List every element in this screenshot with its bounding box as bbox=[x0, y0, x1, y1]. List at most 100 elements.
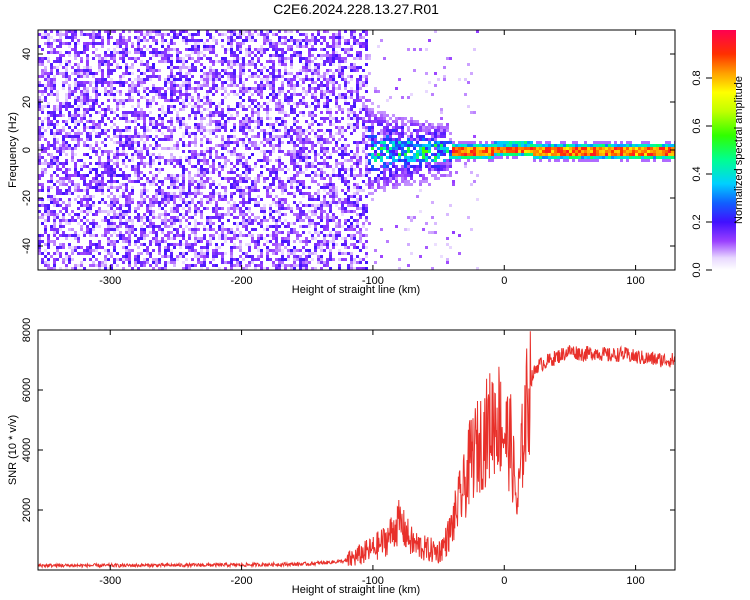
heatmap-cell bbox=[44, 129, 47, 132]
heatmap-cell bbox=[371, 123, 374, 126]
heatmap-cell bbox=[89, 81, 92, 84]
heatmap-cell bbox=[305, 186, 308, 189]
heatmap-cell bbox=[296, 174, 299, 177]
heatmap-cell bbox=[218, 33, 221, 36]
heatmap-cell bbox=[365, 168, 368, 171]
heatmap-cell bbox=[221, 225, 224, 228]
heatmap-cell bbox=[308, 54, 311, 57]
heatmap-cell bbox=[44, 96, 47, 99]
heatmap-cell bbox=[188, 141, 191, 144]
heatmap-cell bbox=[92, 72, 95, 75]
heatmap-cell bbox=[113, 141, 116, 144]
heatmap-cell bbox=[371, 102, 374, 105]
heatmap-cell bbox=[251, 33, 254, 36]
heatmap-cell bbox=[215, 111, 218, 114]
heatmap-cell bbox=[146, 180, 149, 183]
heatmap-cell bbox=[344, 219, 347, 222]
heatmap-cell bbox=[50, 114, 53, 117]
heatmap-cell bbox=[140, 192, 143, 195]
heatmap-cell bbox=[134, 180, 137, 183]
heatmap-cell bbox=[125, 135, 128, 138]
heatmap-cell bbox=[176, 204, 179, 207]
heatmap-cell bbox=[74, 237, 77, 240]
heatmap-cell bbox=[62, 243, 65, 246]
heatmap-cell bbox=[65, 147, 68, 150]
heatmap-cell bbox=[338, 54, 341, 57]
heatmap-cell bbox=[287, 255, 290, 258]
heatmap-cell bbox=[320, 42, 323, 45]
heatmap-cell bbox=[44, 30, 47, 33]
heatmap-cell bbox=[98, 33, 101, 36]
heatmap-cell bbox=[185, 144, 188, 147]
heatmap-cell bbox=[290, 186, 293, 189]
heatmap-cell bbox=[140, 228, 143, 231]
heatmap-cell bbox=[365, 126, 368, 129]
heatmap-cell bbox=[365, 219, 368, 222]
heatmap-cell bbox=[119, 174, 122, 177]
heatmap-cell bbox=[188, 39, 191, 42]
heatmap-cell bbox=[68, 132, 71, 135]
heatmap-cell bbox=[323, 60, 326, 63]
heatmap-cell bbox=[299, 129, 302, 132]
heatmap-cell bbox=[134, 120, 137, 123]
heatmap-cell bbox=[296, 162, 299, 165]
heatmap-cell bbox=[62, 54, 65, 57]
heatmap-cell bbox=[179, 174, 182, 177]
heatmap-cell bbox=[134, 117, 137, 120]
heatmap-cell bbox=[170, 81, 173, 84]
heatmap-cell bbox=[41, 108, 44, 111]
heatmap-cell bbox=[368, 138, 371, 141]
heatmap-cell bbox=[116, 63, 119, 66]
heatmap-cell bbox=[155, 33, 158, 36]
heatmap-cell bbox=[203, 108, 206, 111]
heatmap-cell bbox=[209, 129, 212, 132]
heatmap-cell bbox=[260, 87, 263, 90]
heatmap-cell bbox=[152, 36, 155, 39]
heatmap-cell bbox=[287, 222, 290, 225]
heatmap-cell bbox=[101, 192, 104, 195]
heatmap-cell bbox=[299, 72, 302, 75]
heatmap-cell bbox=[104, 129, 107, 132]
heatmap-cell bbox=[200, 78, 203, 81]
heatmap-cell bbox=[305, 240, 308, 243]
heatmap-cell bbox=[275, 267, 278, 270]
heatmap-cell bbox=[59, 33, 62, 36]
heatmap-cell bbox=[200, 153, 203, 156]
heatmap-cell bbox=[308, 90, 311, 93]
heatmap-cell bbox=[386, 120, 389, 123]
heatmap-cell bbox=[338, 120, 341, 123]
heatmap-cell bbox=[224, 123, 227, 126]
heatmap-cell bbox=[365, 228, 368, 231]
heatmap-cell bbox=[266, 48, 269, 51]
heatmap-cell bbox=[161, 195, 164, 198]
heatmap-cell bbox=[236, 93, 239, 96]
heatmap-cell bbox=[287, 153, 290, 156]
heatmap-cell bbox=[374, 249, 377, 252]
heatmap-cell bbox=[245, 36, 248, 39]
heatmap-cell bbox=[164, 96, 167, 99]
heatmap-cell bbox=[368, 57, 371, 60]
heatmap-cell bbox=[272, 216, 275, 219]
heatmap-cell bbox=[353, 195, 356, 198]
heatmap-cell bbox=[122, 150, 125, 153]
heatmap-cell bbox=[203, 159, 206, 162]
heatmap-cell bbox=[89, 120, 92, 123]
heatmap-cell bbox=[347, 234, 350, 237]
heatmap-cell bbox=[83, 99, 86, 102]
heatmap-cell bbox=[269, 93, 272, 96]
heatmap-cell bbox=[110, 51, 113, 54]
heatmap-cell bbox=[158, 138, 161, 141]
heatmap-cell bbox=[239, 249, 242, 252]
heatmap-cell bbox=[89, 180, 92, 183]
heatmap-cell bbox=[281, 36, 284, 39]
heatmap-cell bbox=[68, 189, 71, 192]
heatmap-cell bbox=[119, 234, 122, 237]
heatmap-cell bbox=[167, 54, 170, 57]
heatmap-cell bbox=[209, 105, 212, 108]
heatmap-cell bbox=[353, 174, 356, 177]
heatmap-cell bbox=[200, 129, 203, 132]
heatmap-cell bbox=[317, 66, 320, 69]
heatmap-cell bbox=[161, 237, 164, 240]
heatmap-cell bbox=[254, 75, 257, 78]
heatmap-cell bbox=[164, 213, 167, 216]
